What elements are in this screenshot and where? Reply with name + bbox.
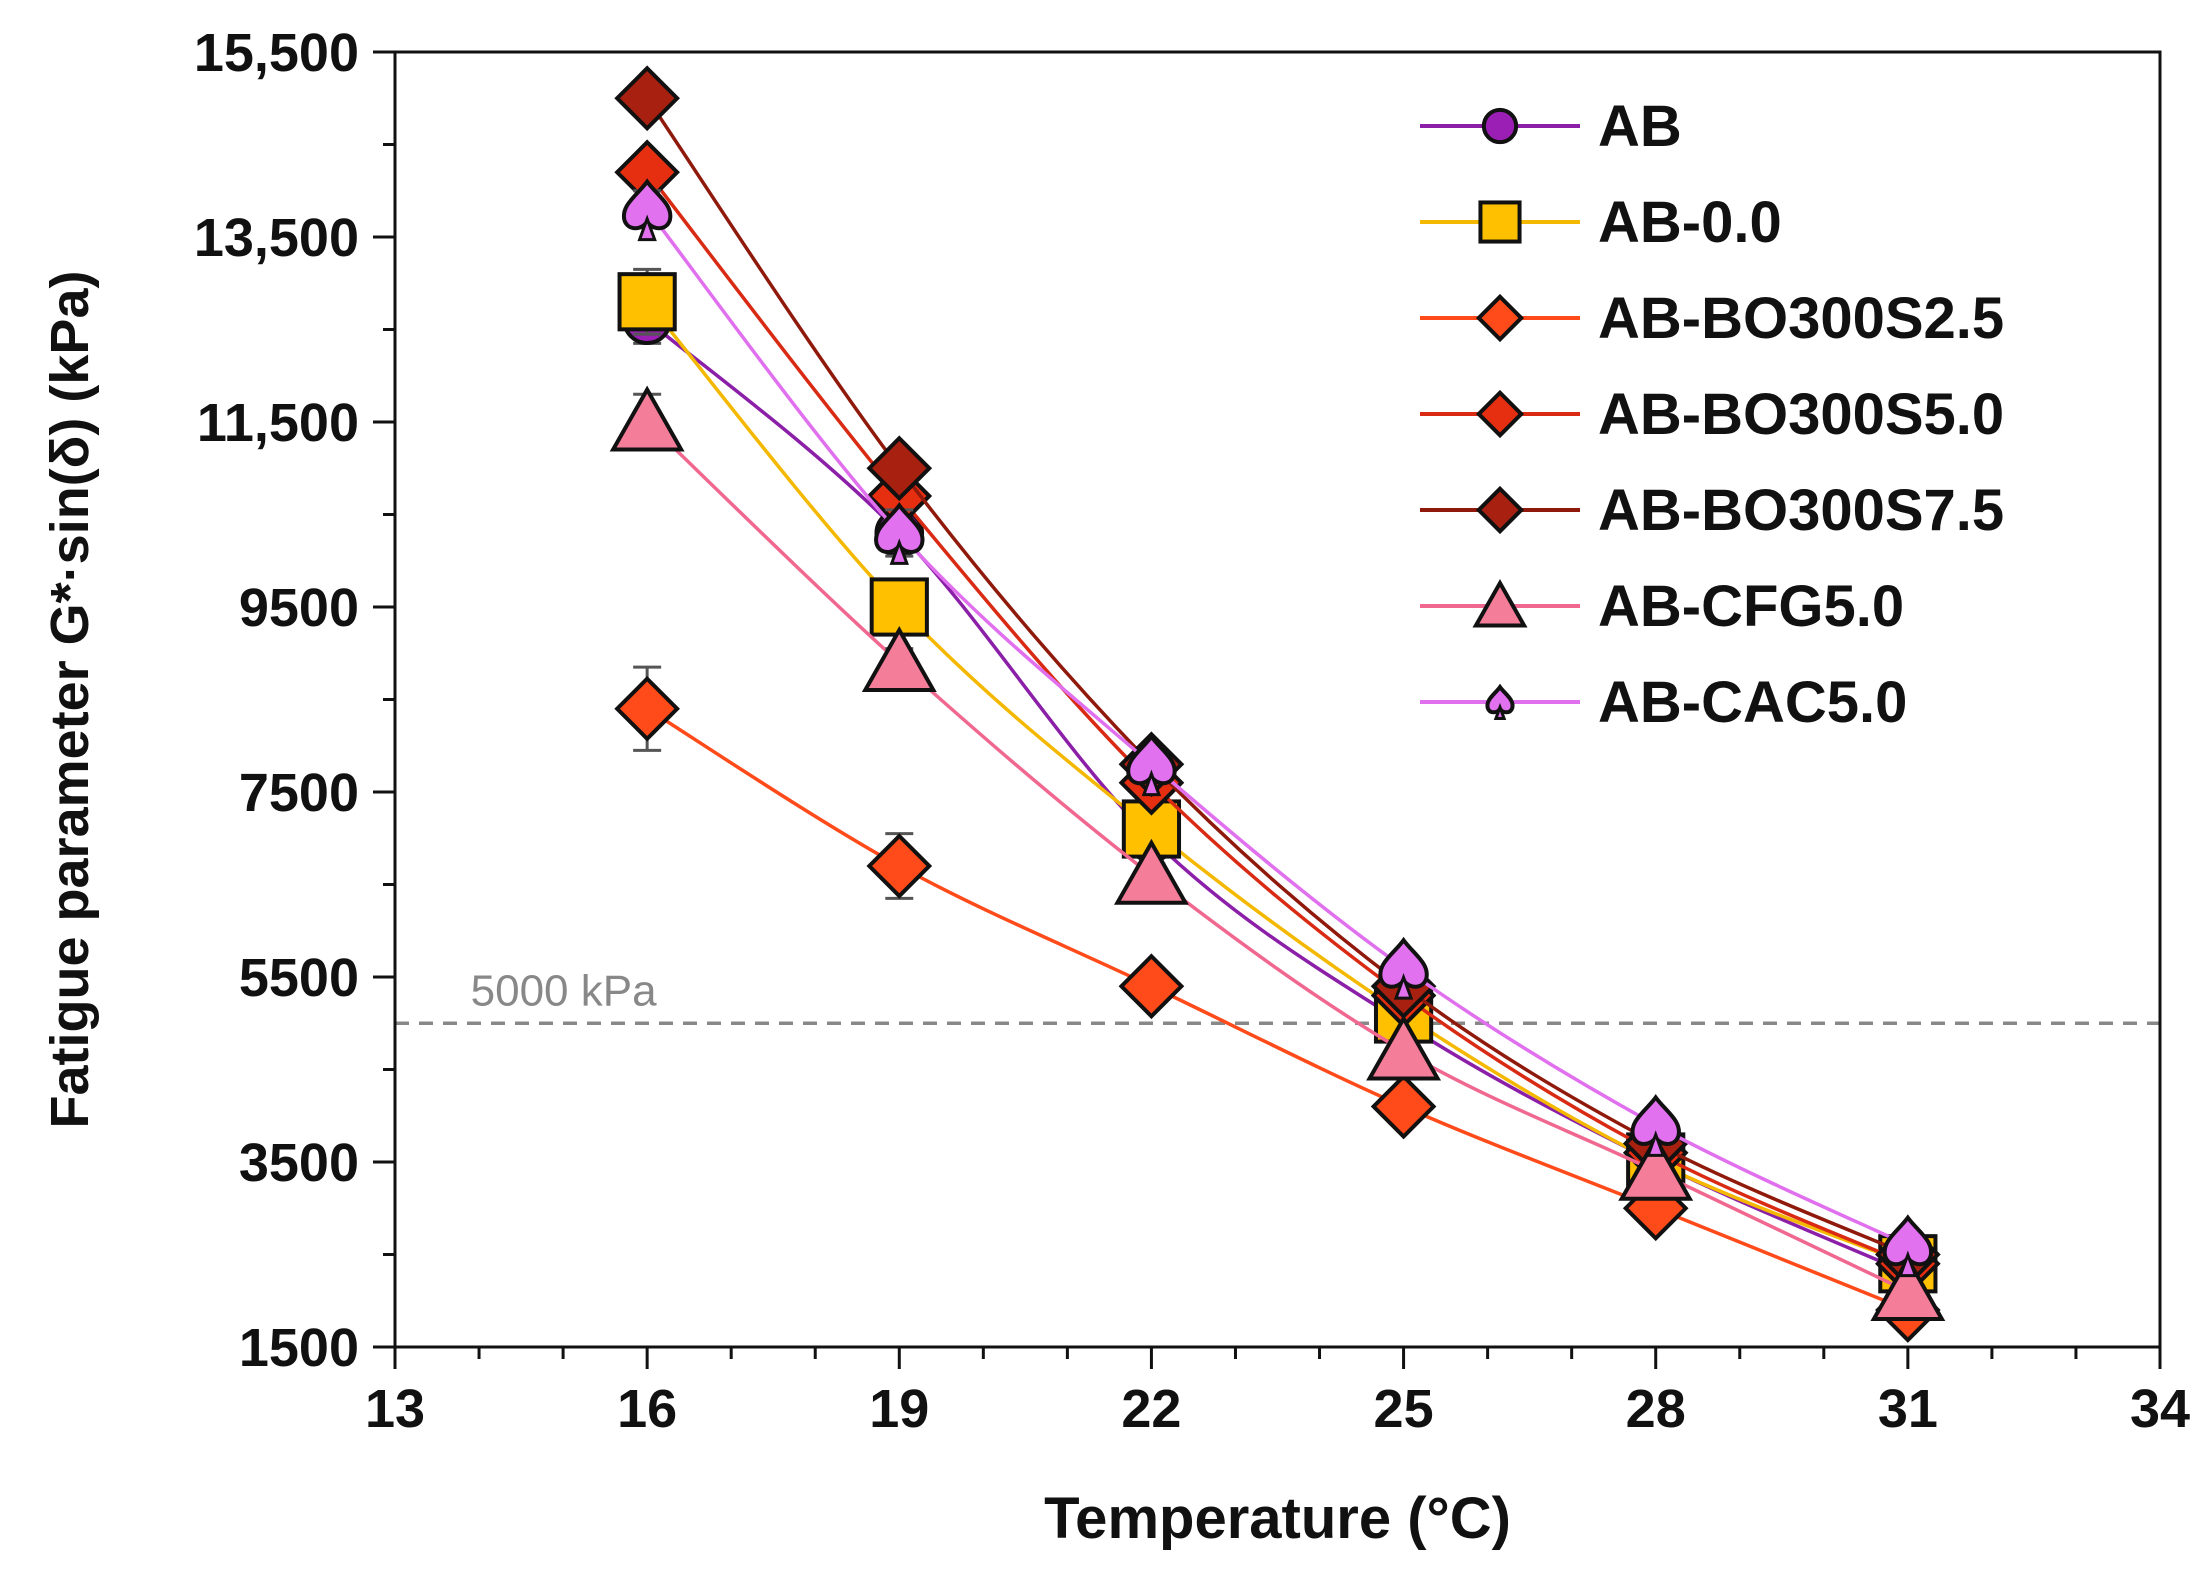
legend-entry: AB-CFG5.0 (1420, 574, 1904, 639)
data-point (866, 435, 933, 502)
x-tick-label: 16 (617, 1379, 677, 1439)
legend-entry: AB-0.0 (1420, 190, 1782, 255)
series-line (646, 707, 1909, 1312)
legend-label: AB-BO300S2.5 (1598, 286, 2004, 351)
data-point-stem (1141, 769, 1162, 797)
legend-entry: AB-BO300S5.0 (1420, 382, 2004, 447)
y-tick-label: 3500 (239, 1133, 359, 1193)
legend-label: AB-BO300S7.5 (1598, 478, 2004, 543)
data-point-stem (1898, 1250, 1918, 1278)
y-tick-label: 5500 (239, 948, 359, 1008)
y-tick-label: 7500 (239, 763, 359, 823)
x-tick-label: 13 (365, 1379, 425, 1439)
legend-entry: AB-BO300S7.5 (1420, 478, 2004, 543)
y-tick-label: 15,500 (194, 23, 359, 83)
legend-label: AB-0.0 (1598, 190, 1782, 255)
legend-label: AB-CAC5.0 (1598, 670, 1907, 735)
legend-marker (1478, 200, 1522, 244)
legend-entry: AB-CAC5.0 (1420, 670, 1907, 735)
data-point (1366, 1014, 1442, 1081)
x-tick-label: 28 (1626, 1379, 1686, 1439)
data-point (617, 272, 677, 332)
reference-line-group: 5000 kPa (395, 966, 2160, 1025)
x-axis-title: Temperature (°C) (1044, 1486, 1511, 1551)
data-point (1370, 1073, 1437, 1140)
data-point-stem (637, 214, 657, 242)
axes-group: 13 16 19 22 25 28 31 34 1500 3500 5500 7500 9500 11,5… (194, 23, 2190, 1439)
series-ab-cfg5-0 (609, 385, 1946, 1322)
series-ab-cac5-0 (621, 178, 1934, 1278)
data-point (1113, 838, 1189, 905)
legend-marker (1475, 389, 1525, 439)
x-tick-label: 31 (1878, 1379, 1938, 1439)
series-line (645, 420, 1909, 1294)
legend-marker (1481, 107, 1519, 145)
series-line (646, 318, 1909, 1275)
legend-entry: AB-BO300S2.5 (1420, 286, 2004, 351)
data-point (869, 577, 929, 637)
x-tick-label: 25 (1374, 1379, 1434, 1439)
legend-label: AB-CFG5.0 (1598, 574, 1904, 639)
x-tick-label: 34 (2130, 1379, 2190, 1439)
data-point-stem (1393, 973, 1414, 1000)
legend-label: AB-BO300S5.0 (1598, 382, 2004, 447)
legend-marker (1475, 293, 1525, 343)
data-point (866, 833, 933, 899)
y-axis-title: Fatigue parameter G*·sin(δ) (kPa) (40, 271, 100, 1129)
data-point (614, 65, 680, 132)
data-point (861, 626, 937, 693)
data-point (1118, 953, 1185, 1020)
legend-marker (1472, 578, 1528, 628)
data-point (1618, 1134, 1694, 1201)
series-ab-bo300s2-5 (614, 665, 1941, 1343)
y-tick-label: 9500 (239, 578, 359, 638)
legend-label: AB (1598, 94, 1682, 159)
data-point (609, 385, 685, 452)
series-group (609, 65, 1946, 1343)
y-tick-label: 13,500 (194, 208, 359, 268)
legend-entry: AB (1420, 94, 1682, 159)
legend: AB AB-0.0 AB-BO300S2.5 AB-BO300S5.0 AB-BO300… (1420, 94, 2004, 735)
reference-line-label: 5000 kPa (471, 966, 657, 1015)
data-point-stem (889, 538, 909, 565)
x-tick-label: 22 (1121, 1379, 1181, 1439)
legend-marker-stem (1493, 702, 1507, 720)
data-point (614, 675, 680, 742)
y-tick-label: 1500 (239, 1318, 359, 1378)
data-point-stem (1646, 1130, 1666, 1157)
data-point (1870, 1255, 1946, 1322)
legend-marker (1475, 485, 1525, 535)
x-tick-label: 19 (869, 1379, 929, 1439)
y-tick-label: 11,500 (197, 393, 359, 453)
